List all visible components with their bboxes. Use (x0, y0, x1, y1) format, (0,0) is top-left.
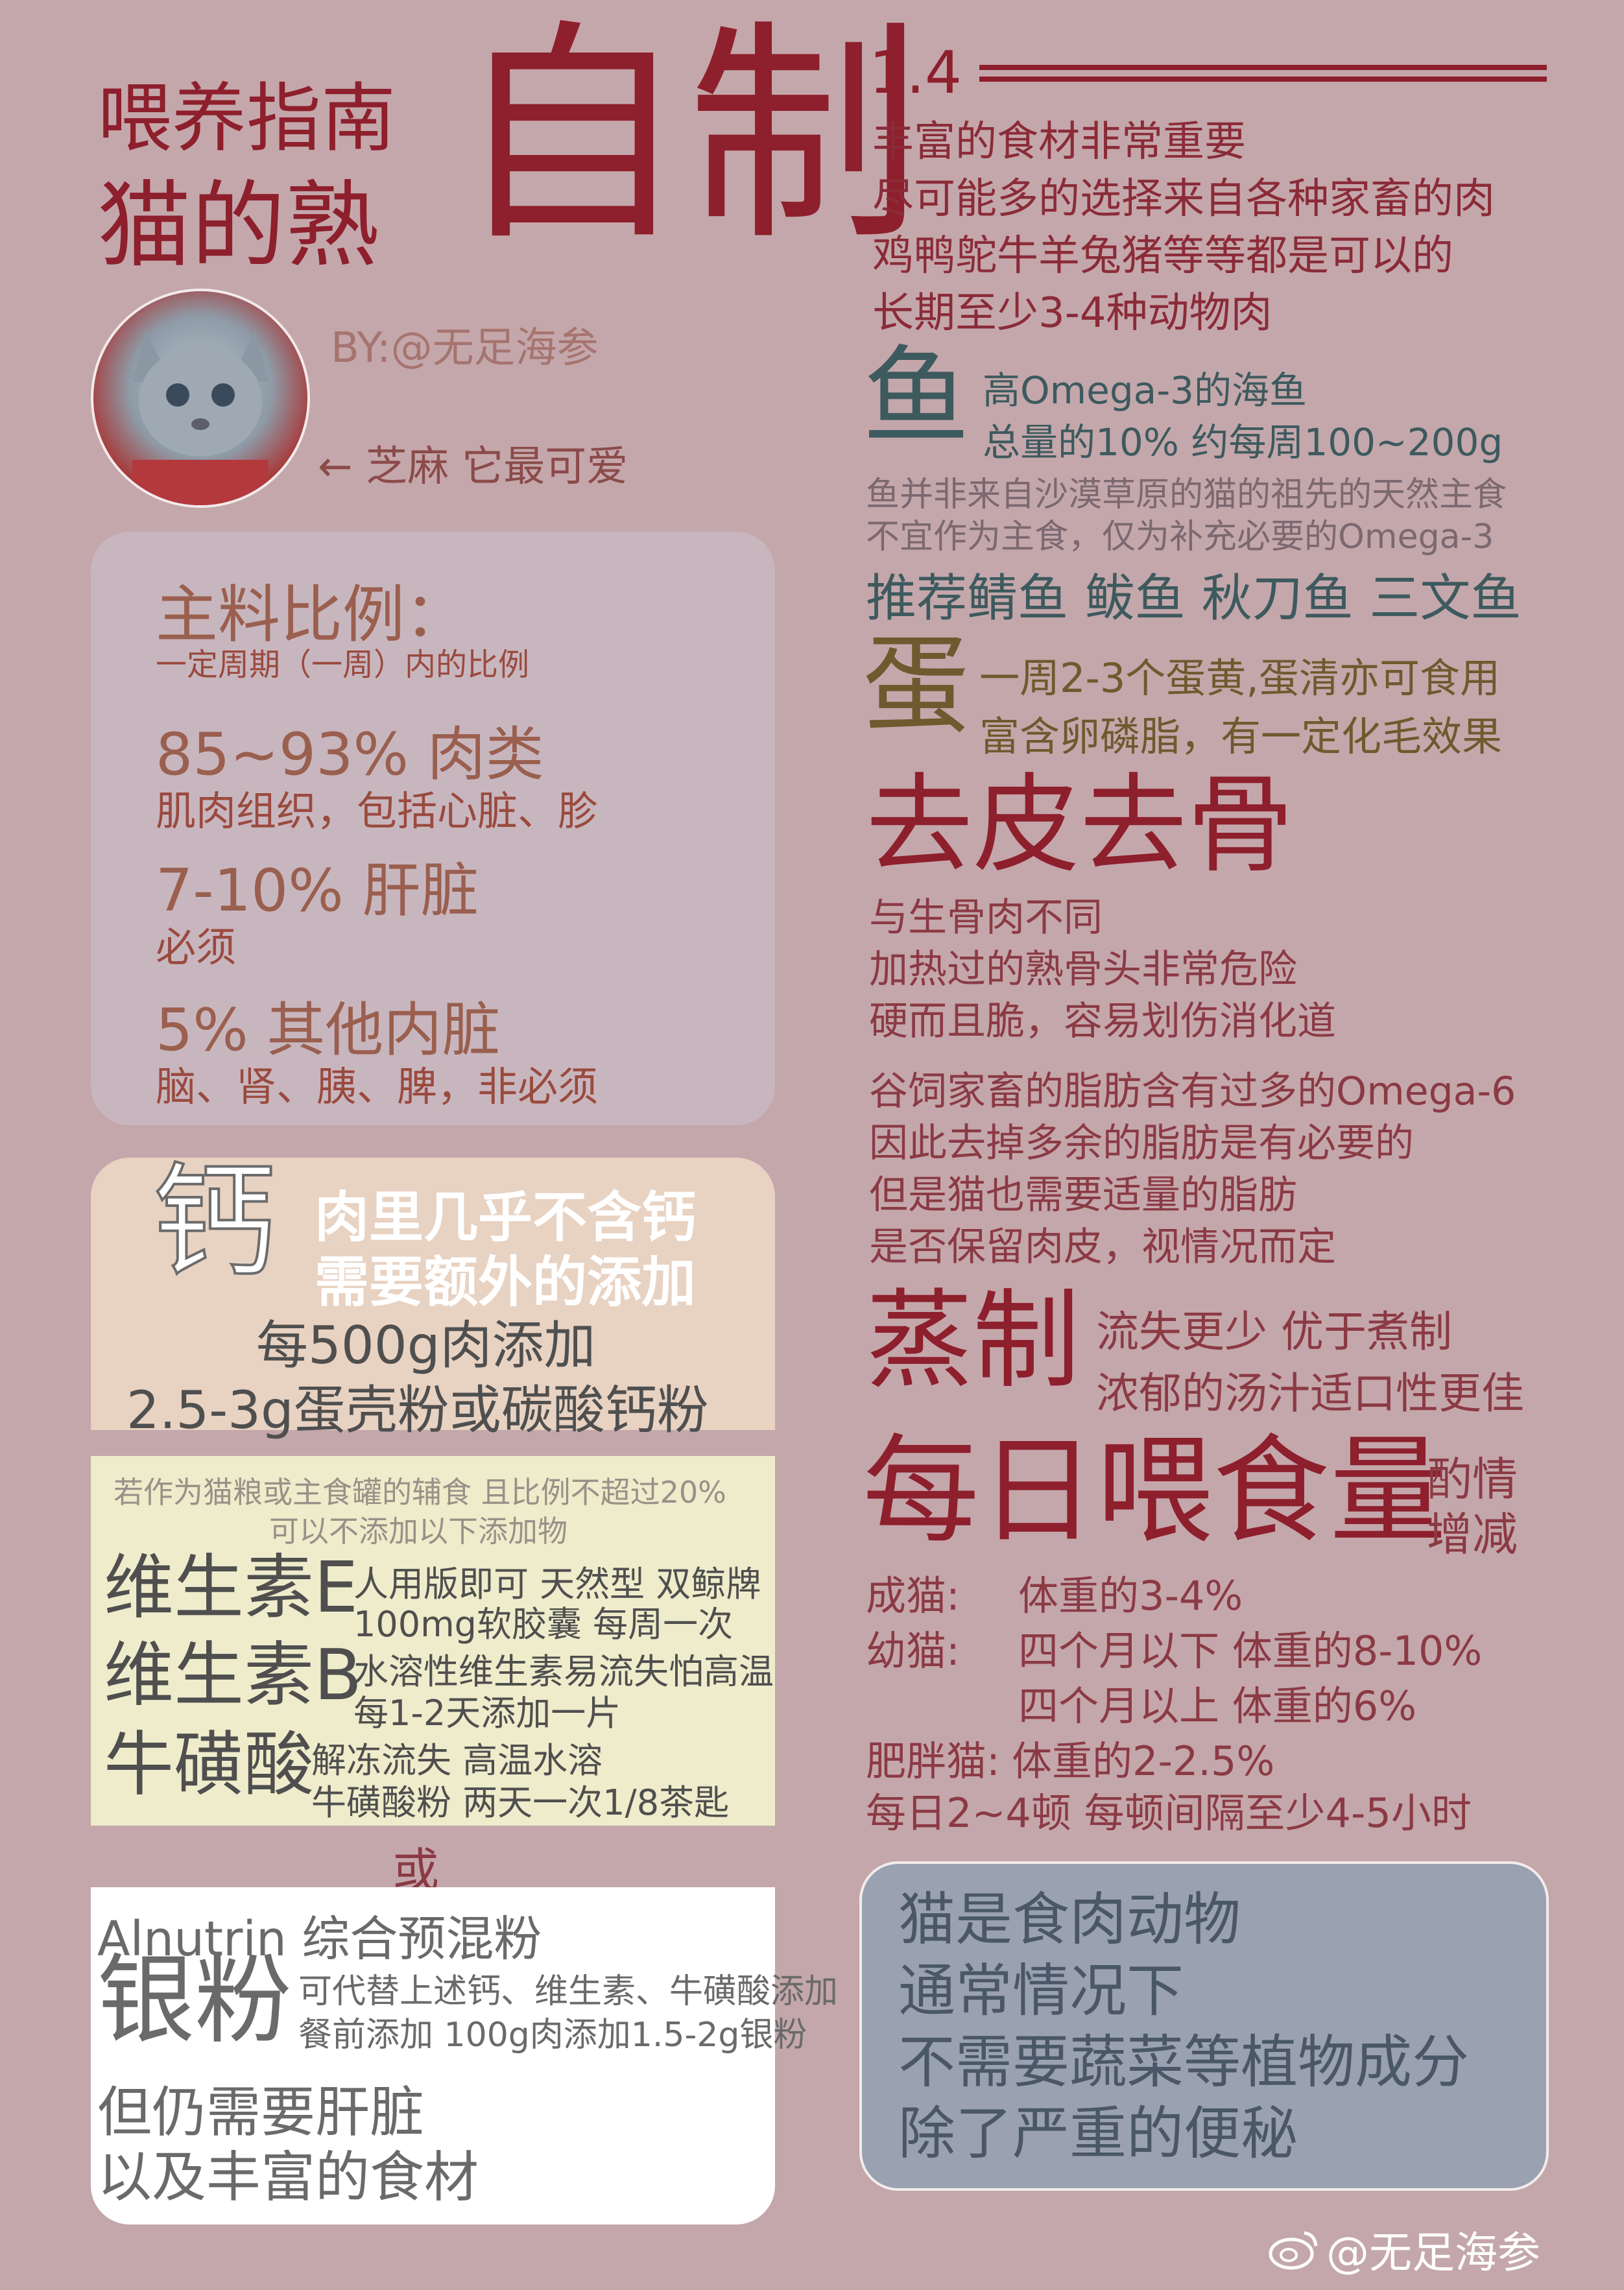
calcium-box (91, 1158, 775, 1430)
alnutrin-line2: 以及丰富的食材 (97, 2145, 479, 2209)
ratio-title: 主料比例： (156, 578, 467, 651)
daily-adult-label: 成猫: (866, 1572, 960, 1619)
alnutrin-desc1: 可代替上述钙、维生素、牛磺酸添加 (298, 1972, 839, 2011)
cat-icon (132, 330, 269, 505)
supplements-box (91, 1456, 775, 1826)
egg-line2: 富含卵磷脂，有一定化毛效果 (979, 713, 1503, 760)
supp-vitb-line1: 水溶性维生素易流失怕高温 (353, 1651, 774, 1692)
daily-adult-value: 体重的3-4% (1018, 1572, 1243, 1619)
daily-meals: 每日2~4顿 每顿间隔至少4-5小时 (866, 1789, 1472, 1837)
skin-bone-line: 谷饲家畜的脂肪含有过多的Omega-6 (869, 1069, 1516, 1114)
skin-bone-line: 加热过的熟骨头非常危险 (869, 947, 1297, 992)
calcium-glyph: 钙 (151, 1151, 277, 1294)
daily-fat-value: 体重的2-2.5% (1012, 1737, 1275, 1785)
carnivore-line: 除了严重的便秘 (898, 2100, 1298, 2167)
carnivore-block: 猫是食肉动物 通常情况下 不需要蔬菜等植物成分 除了严重的便秘 (898, 1884, 1469, 2169)
intro-line: 鸡鸭鸵牛羊兔猪等等都是可以的 (872, 232, 1453, 280)
ratio-organ-desc: 脑、肾、胰、脾，非必须 (156, 1063, 599, 1110)
daily-kitten-value2: 四个月以上 体重的6% (1018, 1682, 1417, 1730)
daily-side2: 增减 (1427, 1508, 1518, 1561)
alnutrin-big: 银粉 (97, 1944, 293, 2057)
supp-note2: 可以不添加以下添加物 (269, 1514, 567, 1549)
egg-glyph: 蛋 (863, 623, 970, 748)
intro-block: 丰富的食材非常重要 尽可能多的选择来自各种家畜的肉 鸡鸭鸵牛羊兔猪等等都是可以的… (872, 113, 1495, 342)
alnutrin-line1: 但仍需要肝脏 (97, 2081, 425, 2144)
intro-line: 丰富的食材非常重要 (872, 118, 1246, 166)
title-small: 喂养指南 (97, 75, 396, 162)
ratio-meat-pct: 85~93% 肉类 (156, 721, 544, 789)
supp-vite-line2: 100mg软胶囊 每周一次 (353, 1604, 734, 1645)
ratio-liver-pct: 7-10% 肝脏 (156, 857, 479, 925)
avatar-caption: ← 芝麻 它最可爱 (318, 443, 628, 491)
calcium-line1: 每500g肉添加 (256, 1315, 596, 1376)
alnutrin-head: Alnutrin 综合预混粉 (97, 1911, 542, 1967)
title-mid: 猫的熟 (97, 171, 379, 281)
skin-bone-title: 去皮去骨 (866, 763, 1294, 887)
fish-note2: 不宜作为主食，仅为补充必要的Omega-3 (866, 518, 1494, 556)
calcium-head2: 需要额外的添加 (315, 1250, 697, 1314)
title-big: 自制 (454, 0, 921, 272)
fish-glyph: 鱼 (863, 335, 970, 459)
fish-line2: 总量的10% 约每周100~200g (983, 420, 1503, 464)
supp-vitb-label: 维生素B (104, 1635, 363, 1716)
egg-line1: 一周2-3个蛋黄,蛋清亦可食用 (979, 654, 1500, 702)
intro-line: 长期至少3-4种动物肉 (872, 289, 1272, 337)
fish-note1: 鱼并非来自沙漠草原的猫的祖先的天然主食 (866, 475, 1507, 514)
daily-title: 每日喂食量 (863, 1424, 1447, 1559)
version-label: 1.4 (869, 39, 962, 107)
calcium-head1: 肉里几乎不含钙 (315, 1186, 697, 1249)
avatar (91, 289, 310, 508)
ratio-subtitle: 一定周期（一周）内的比例 (156, 647, 530, 683)
skin-bone-line: 与生骨肉不同 (869, 895, 1103, 940)
skin-bone-line: 因此去掉多余的脂肪是有必要的 (869, 1121, 1414, 1166)
supp-vitb-line2: 每1-2天添加一片 (353, 1693, 621, 1734)
fish-recommend: 推荐鲭鱼 鲅鱼 秋刀鱼 三文鱼 (866, 569, 1522, 628)
alnutrin-desc2: 餐前添加 100g肉添加1.5-2g银粉 (298, 2016, 807, 2055)
skin-bone-line: 是否保留肉皮，视情况而定 (869, 1224, 1336, 1270)
weibo-icon (1269, 2231, 1318, 2270)
supp-taurine-label: 牛磺酸 (104, 1724, 315, 1806)
ratio-organ-pct: 5% 其他内脏 (156, 996, 501, 1064)
steam-title: 蒸制 (866, 1278, 1080, 1403)
skin-bone-block: 与生骨肉不同 加热过的熟骨头非常危险 硬而且脆，容易划伤消化道 谷饲家畜的脂肪含… (869, 892, 1516, 1273)
version-rule-top (979, 65, 1547, 70)
ratio-liver-desc: 必须 (156, 924, 237, 971)
daily-fat-label: 肥胖猫: (866, 1737, 1000, 1785)
supp-vite-line1: 人用版即可 天然型 双鲸牌 (353, 1564, 761, 1604)
supp-vite-label: 维生素E (104, 1547, 359, 1628)
supp-taurine-line2: 牛磺酸粉 两天一次1/8茶匙 (311, 1782, 730, 1823)
steam-line1: 流失更少 优于煮制 (1096, 1307, 1452, 1357)
carnivore-line: 不需要蔬菜等植物成分 (898, 2029, 1470, 2095)
skin-bone-line: 硬而且脆，容易划伤消化道 (869, 999, 1336, 1044)
daily-kitten-value1: 四个月以下 体重的8-10% (1018, 1627, 1483, 1675)
carnivore-line: 通常情况下 (898, 1957, 1184, 2024)
daily-kitten-label: 幼猫: (866, 1627, 960, 1675)
carnivore-line: 猫是食肉动物 (898, 1886, 1241, 1953)
intro-line: 尽可能多的选择来自各种家畜的肉 (872, 175, 1495, 223)
supp-note1: 若作为猫粮或主食罐的辅食 且比例不超过20% (113, 1475, 726, 1510)
alnutrin-box (91, 1887, 775, 2224)
carnivore-box (859, 1861, 1549, 2191)
watermark: @无足海参 (1268, 2218, 1540, 2280)
calcium-line2: 2.5-3g蛋壳粉或碳酸钙粉 (126, 1380, 709, 1440)
byline: BY:@无足海参 (331, 324, 599, 372)
ratio-meat-desc: 肌肉组织，包括心脏、胗 (156, 787, 599, 835)
skin-bone-line: 但是猫也需要适量的脂肪 (869, 1173, 1297, 1218)
version-rule-bottom (979, 77, 1547, 82)
watermark-text: @无足海参 (1326, 2228, 1540, 2278)
supp-taurine-line1: 解冻流失 高温水溶 (311, 1740, 603, 1781)
daily-side1: 酌情 (1427, 1453, 1518, 1506)
fish-line1: 高Omega-3的海鱼 (983, 368, 1308, 412)
ratio-box (91, 532, 775, 1125)
steam-line2: 浓郁的汤汁适口性更佳 (1096, 1368, 1524, 1418)
